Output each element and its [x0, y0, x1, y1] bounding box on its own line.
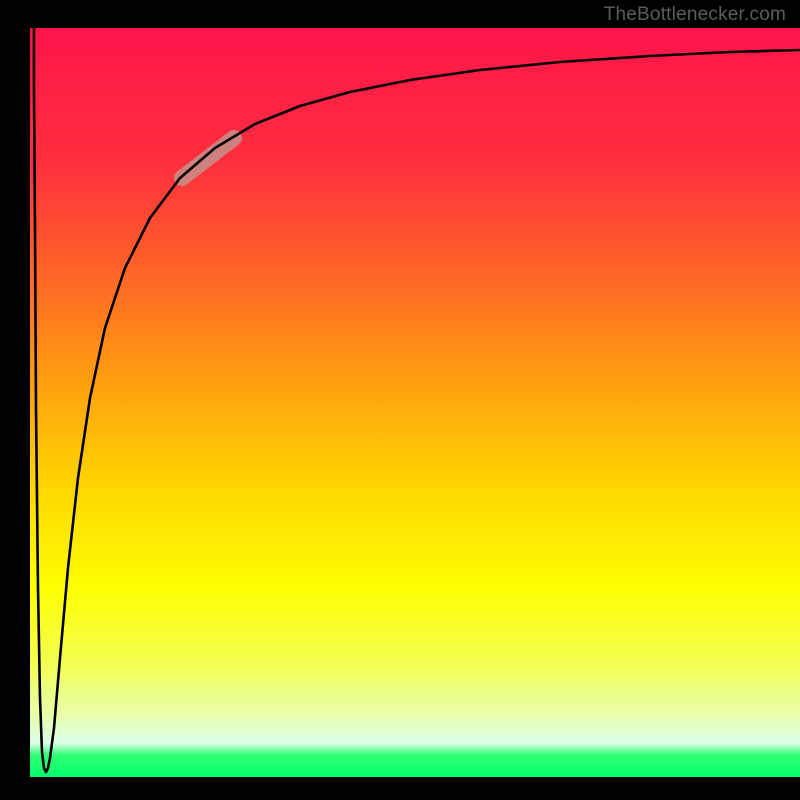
- curve-layer: [30, 28, 800, 777]
- watermark-text: TheBottlenecker.com: [604, 4, 786, 26]
- highlight-segment: [182, 138, 234, 178]
- bottleneck-curve: [34, 28, 800, 772]
- chart-container: TheBottlenecker.com: [0, 0, 800, 800]
- plot-area: [30, 28, 800, 777]
